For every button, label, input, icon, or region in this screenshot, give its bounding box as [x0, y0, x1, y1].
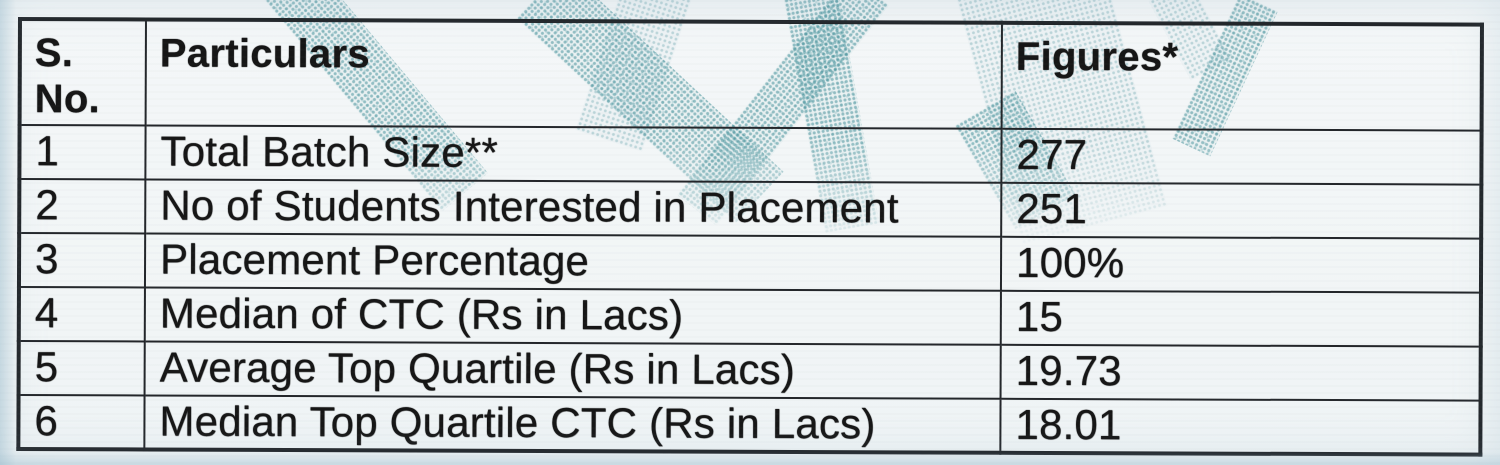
- cell-figures: 100%: [1000, 236, 1482, 293]
- cell-figures: 19.73: [1000, 344, 1481, 401]
- cell-sno: 4: [18, 287, 145, 342]
- cell-sno: 5: [18, 341, 145, 396]
- cell-figures: 277: [1001, 128, 1482, 185]
- table-header-row: S. No. Particulars Figures*: [19, 19, 1482, 131]
- column-header-sno: S. No.: [19, 19, 146, 126]
- table-row: 3 Placement Percentage 100%: [18, 233, 1482, 293]
- cell-figures: 18.01: [1000, 398, 1481, 455]
- scan-edge-tint-bottom: [0, 452, 1500, 465]
- table-row: 5 Average Top Quartile (Rs in Lacs) 19.7…: [18, 341, 1481, 401]
- scan-edge-tint-left: [0, 0, 16, 465]
- table-row: 6 Median Top Quartile CTC (Rs in Lacs) 1…: [18, 395, 1481, 455]
- table-row: 2 No of Students Interested in Placement…: [19, 179, 1482, 239]
- cell-sno: 2: [19, 179, 146, 234]
- cell-particulars: Placement Percentage: [144, 233, 1002, 291]
- placement-statistics-table: S. No. Particulars Figures* 1 Total Batc…: [16, 17, 1484, 457]
- cell-figures: 251: [1001, 182, 1482, 239]
- cell-sno: 1: [19, 125, 146, 180]
- cell-sno: 6: [18, 395, 145, 450]
- cell-particulars: No of Students Interested in Placement: [145, 179, 1002, 237]
- table-row: 1 Total Batch Size** 277: [19, 125, 1482, 185]
- column-header-particulars: Particulars: [145, 19, 1002, 129]
- cell-particulars: Median of CTC (Rs in Lacs): [144, 287, 1001, 345]
- cell-sno: 3: [18, 233, 146, 288]
- cell-particulars: Average Top Quartile (Rs in Lacs): [144, 341, 1001, 399]
- table-row: 4 Median of CTC (Rs in Lacs) 15: [18, 287, 1481, 347]
- cell-figures: 15: [1000, 290, 1481, 347]
- cell-particulars: Median Top Quartile CTC (Rs in Lacs): [144, 395, 1001, 453]
- cell-particulars: Total Batch Size**: [145, 125, 1002, 183]
- column-header-figures: Figures*: [1001, 22, 1482, 131]
